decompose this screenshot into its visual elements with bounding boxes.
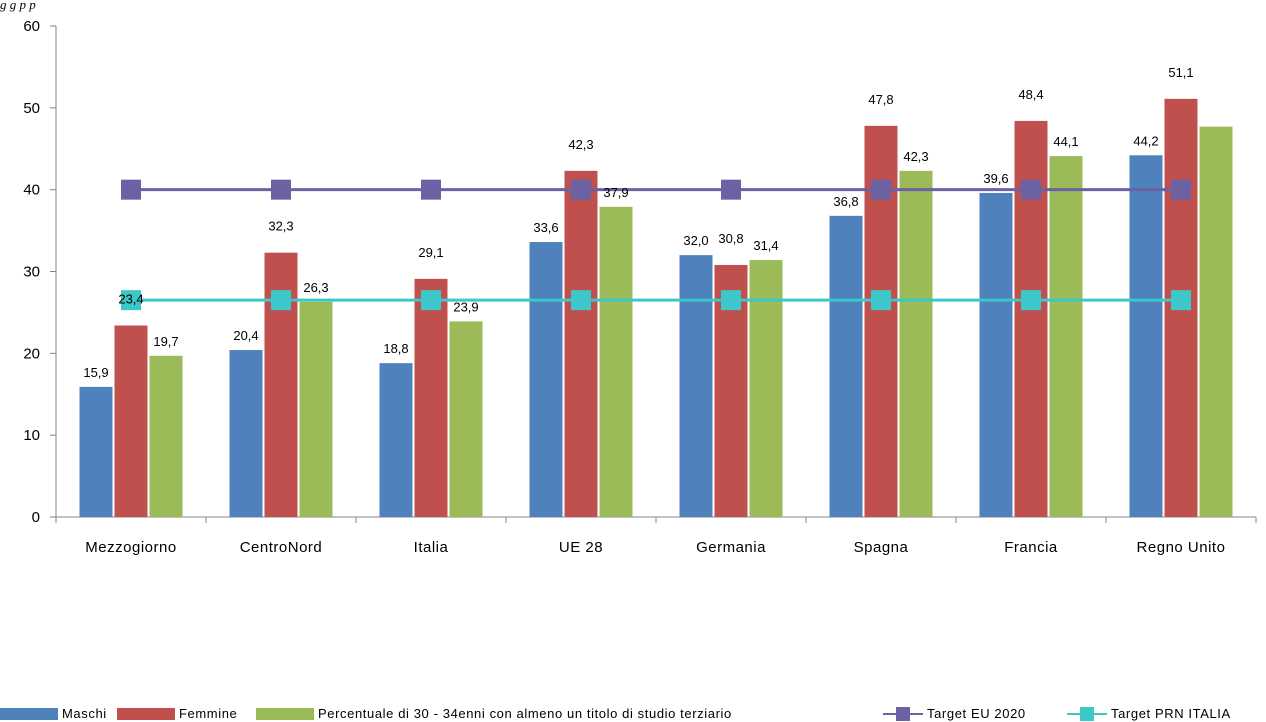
marker-target-eu (121, 179, 141, 200)
bar-percentuale (1049, 156, 1083, 518)
data-label-femmine: 42,3 (568, 137, 593, 152)
legend: Maschi Femmine Percentuale di 30 - 34enn… (0, 705, 1266, 722)
y-tick-label: 10 (23, 427, 40, 444)
bar-femmine (564, 170, 598, 517)
legend-item-femmine: Femmine (117, 705, 237, 722)
legend-label-percentuale: Percentuale di 30 - 34enni con almeno un… (318, 706, 732, 721)
bar-percentuale (749, 260, 783, 517)
bar-femmine (414, 278, 448, 517)
marker-target-eu (271, 179, 291, 200)
bar-percentuale (299, 301, 333, 517)
data-label-percentuale: 37,9 (603, 185, 628, 200)
bar-femmine (114, 325, 148, 517)
bar-maschi (829, 215, 863, 517)
x-tick-label: Italia (414, 539, 449, 556)
y-tick-label: 30 (23, 264, 40, 281)
bar-maschi (379, 363, 413, 517)
data-label-maschi: 32,0 (683, 233, 708, 248)
marker-target-eu (721, 179, 741, 200)
data-label-femmine: 30,8 (718, 231, 743, 246)
bar-percentuale (599, 206, 633, 517)
marker-target-prn (721, 290, 741, 311)
bar-maschi (79, 386, 113, 517)
legend-item-target-prn: Target PRN ITALIA (1067, 705, 1231, 722)
legend-line-target-eu (883, 706, 923, 721)
data-label-maschi: 44,2 (1133, 133, 1158, 148)
legend-item-maschi: Maschi (0, 705, 107, 722)
data-label-percentuale: 23,9 (453, 299, 478, 314)
marker-target-prn (421, 290, 441, 311)
y-tick-label: 0 (32, 509, 40, 526)
marker-target-eu (1021, 179, 1041, 200)
marker-target-prn (121, 290, 141, 311)
y-tick-label: 50 (23, 100, 40, 117)
data-label-femmine: 32,3 (268, 219, 293, 234)
x-tick-label: Regno Unito (1137, 539, 1226, 556)
x-tick-label: Mezzogiorno (85, 539, 176, 556)
data-label-femmine: 47,8 (868, 92, 893, 107)
y-tick-label: 40 (23, 182, 40, 199)
bar-maschi (979, 192, 1013, 517)
x-tick-label: Spagna (854, 539, 909, 556)
marker-target-prn (271, 290, 291, 311)
legend-label-target-prn: Target PRN ITALIA (1111, 706, 1231, 721)
data-label-femmine: 29,1 (418, 245, 443, 260)
legend-swatch-percentuale (256, 707, 314, 720)
bar-maschi (679, 255, 713, 517)
y-tick-label: 60 (23, 18, 40, 35)
marker-target-prn (1021, 290, 1041, 311)
bar-maschi (229, 350, 263, 517)
figure-caption: g g p p (0, 0, 36, 12)
legend-line-target-prn (1067, 706, 1107, 721)
marker-target-eu (571, 179, 591, 200)
data-label-maschi: 39,6 (983, 171, 1008, 186)
marker-target-eu (1171, 179, 1191, 200)
data-label-femmine: 51,1 (1168, 65, 1193, 80)
data-label-maschi: 33,6 (533, 220, 558, 235)
legend-item-target-eu: Target EU 2020 (883, 705, 1026, 722)
legend-label-target-eu: Target EU 2020 (927, 706, 1026, 721)
chart: 0 10 20 30 40 50 60 Mezzogiorno CentroNord Italia… (23, 18, 1257, 556)
x-tick-label: Francia (1004, 539, 1058, 556)
data-label-maschi: 15,9 (83, 365, 108, 380)
bar-maschi (1129, 155, 1163, 517)
data-label-femmine: 48,4 (1018, 87, 1043, 102)
x-tick-label: UE 28 (559, 539, 603, 556)
legend-item-percentuale: Percentuale di 30 - 34enni con almeno un… (256, 705, 732, 722)
data-label-maschi: 20,4 (233, 328, 258, 343)
data-label-femmine: 23,4 (118, 292, 143, 307)
data-label-percentuale: 44,1 (1053, 134, 1078, 149)
legend-swatch-femmine (117, 707, 175, 720)
data-label-maschi: 18,8 (383, 341, 408, 356)
bar-percentuale (149, 355, 183, 517)
legend-label-maschi: Maschi (62, 706, 107, 721)
data-label-percentuale: 26,3 (303, 280, 328, 295)
bar-percentuale (1199, 126, 1233, 517)
legend-swatch-maschi (0, 707, 58, 720)
marker-target-eu (871, 179, 891, 200)
x-tick-label: Germania (696, 539, 766, 556)
marker-target-eu (421, 179, 441, 200)
marker-target-prn (1171, 290, 1191, 311)
bar-percentuale (899, 170, 933, 517)
legend-label-femmine: Femmine (179, 706, 238, 721)
bar-percentuale (449, 321, 483, 517)
data-label-percentuale: 42,3 (903, 149, 928, 164)
bar-maschi (529, 242, 563, 518)
data-label-percentuale: 19,7 (153, 334, 178, 349)
y-tick-label: 20 (23, 345, 40, 362)
data-label-percentuale: 31,4 (753, 238, 778, 253)
marker-target-prn (571, 290, 591, 311)
marker-target-prn (871, 290, 891, 311)
data-label-maschi: 36,8 (833, 194, 858, 209)
x-tick-label: CentroNord (240, 539, 323, 556)
